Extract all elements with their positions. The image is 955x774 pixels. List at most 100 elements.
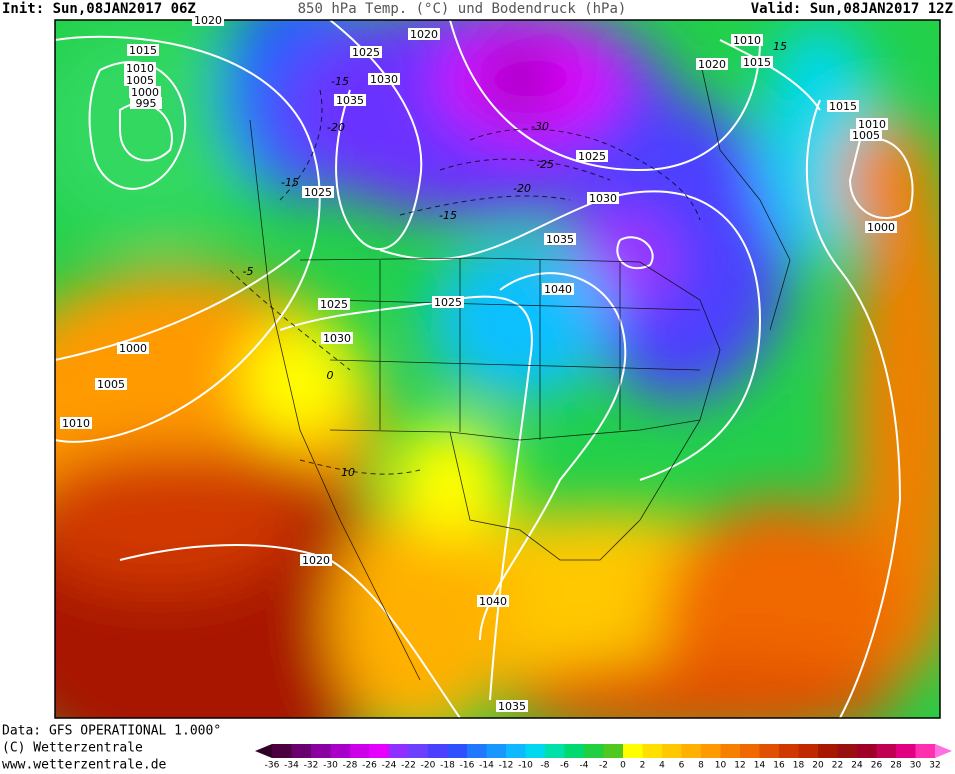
colorbar-tick-label: 20 — [812, 761, 824, 771]
colorbar-segment — [837, 744, 858, 758]
colorbar-tick-label: -4 — [580, 761, 589, 771]
colorbar-tick-label: 0 — [620, 761, 626, 771]
colorbar-tick-label: 24 — [851, 761, 863, 771]
isobar-label: 1020 — [698, 58, 726, 71]
isobar-label-box — [696, 58, 728, 70]
isobar-label-box — [368, 73, 400, 85]
colorbar-segment — [740, 744, 760, 758]
isobar-label: 1005 — [97, 378, 125, 391]
colorbar-segment — [857, 744, 877, 758]
isotherm-label: -15 — [281, 176, 299, 189]
data-source: Data: GFS OPERATIONAL 1.000° — [2, 724, 221, 739]
map-title: 850 hPa Temp. (°C) und Bodendruck (hPa) — [298, 1, 627, 17]
colorbar-tick-label: -32 — [304, 761, 319, 771]
colorbar-tick-label: -8 — [541, 761, 550, 771]
copyright: (C) Wetterzentrale — [2, 741, 143, 756]
isobar-label: 1010 — [126, 62, 154, 75]
colorbar-segment — [662, 744, 682, 758]
colorbar-segment — [330, 744, 351, 758]
isobar-label-box — [127, 44, 159, 56]
colorbar-segment — [486, 744, 507, 758]
isobar-label-box — [130, 97, 162, 109]
colorbar-tick-label: -14 — [479, 761, 494, 771]
colorbar-tick-label: -30 — [323, 761, 338, 771]
isobar-label: 1015 — [129, 44, 157, 57]
colorbar-tick-label: 22 — [832, 761, 843, 771]
colorbar-segment — [584, 744, 604, 758]
isobar-label-box — [124, 62, 156, 74]
colorbar-segment — [720, 744, 741, 758]
colorbar-under — [255, 744, 272, 758]
isobar-label: 1035 — [498, 700, 526, 713]
colorbar-segment — [467, 744, 487, 758]
isobar-label-box — [129, 86, 161, 98]
isobar-label-box — [95, 378, 127, 390]
isobar-label-box — [117, 342, 149, 354]
colorbar-segment — [447, 744, 468, 758]
isobar-label: 1005 — [126, 74, 154, 87]
colorbar-segment — [545, 744, 565, 758]
colorbar-tick-label: 2 — [640, 761, 646, 771]
colorbar-segment — [428, 744, 448, 758]
isotherm-label: -20 — [327, 121, 345, 134]
isobar-label-box — [321, 332, 353, 344]
colorbar-segment — [272, 744, 292, 758]
isobar-label: 1010 — [858, 118, 886, 131]
isobar-label-box — [576, 150, 608, 162]
map-frame — [54, 19, 941, 719]
colorbar-segment — [564, 744, 585, 758]
isobar-label-box — [124, 74, 156, 86]
colorbar-tick-label: 30 — [910, 761, 922, 771]
isobar-label: 1020 — [302, 554, 330, 567]
colorbar-tick-label: -18 — [440, 761, 455, 771]
isobar-label: 1000 — [119, 342, 147, 355]
colorbar-segment — [701, 744, 721, 758]
colorbar-tick-label: 6 — [679, 761, 685, 771]
isobar-label-box — [587, 192, 619, 204]
isobar-label: 1025 — [304, 186, 332, 199]
colorbar-segment — [818, 744, 838, 758]
isobar-label: 1030 — [589, 192, 617, 205]
colorbar-segment — [389, 744, 409, 758]
colorbar-tick-label: 28 — [890, 761, 902, 771]
isobar-label: 1035 — [546, 233, 574, 246]
isobar-label: 1025 — [320, 298, 348, 311]
colorbar-tick-label: 4 — [659, 761, 665, 771]
colorbar-segment — [603, 744, 624, 758]
colorbar-segment — [623, 744, 643, 758]
isotherms — [229, 89, 701, 475]
colorbar-segment — [896, 744, 916, 758]
isobar-label: 1030 — [370, 73, 398, 86]
isobar-label: 1025 — [352, 46, 380, 59]
isobar-label: 995 — [136, 97, 157, 110]
colorbar-segment — [291, 744, 312, 758]
colorbar-tick-label: 14 — [754, 761, 766, 771]
colorbar-segment — [408, 744, 429, 758]
isotherm-label: 15 — [773, 40, 787, 53]
boundaries — [249, 59, 791, 681]
isobar-label-box — [542, 283, 574, 295]
isobar-label: 1010 — [62, 417, 90, 430]
isobar-label-box — [318, 298, 350, 310]
colorbar-tick-label: 8 — [698, 761, 704, 771]
colorbar-segment — [759, 744, 780, 758]
isobar-label: 1005 — [852, 129, 880, 142]
colorbar-tick-label: -10 — [518, 761, 533, 771]
colorbar-over — [935, 744, 952, 758]
colorbar-segment — [642, 744, 663, 758]
isotherm-label: -25 — [536, 158, 554, 171]
colorbar-segment — [311, 744, 331, 758]
isobar-label-box — [496, 700, 528, 712]
colorbar-tick-label: 18 — [793, 761, 805, 771]
isobar-label: 1025 — [434, 296, 462, 309]
colorbar-tick-label: 10 — [715, 761, 727, 771]
isobar-label-box — [350, 46, 382, 58]
colorbar-segment — [525, 744, 546, 758]
isobar-label-box — [865, 221, 897, 233]
colorbar-tick-label: -26 — [362, 761, 377, 771]
isobar-label-box — [334, 94, 366, 106]
colorbar: -36 -34 -32 -30 -28 -26 -24 -22 -20 -18 -16 -14 -12-… — [255, 744, 952, 771]
isotherm-label: 10 — [341, 466, 355, 479]
